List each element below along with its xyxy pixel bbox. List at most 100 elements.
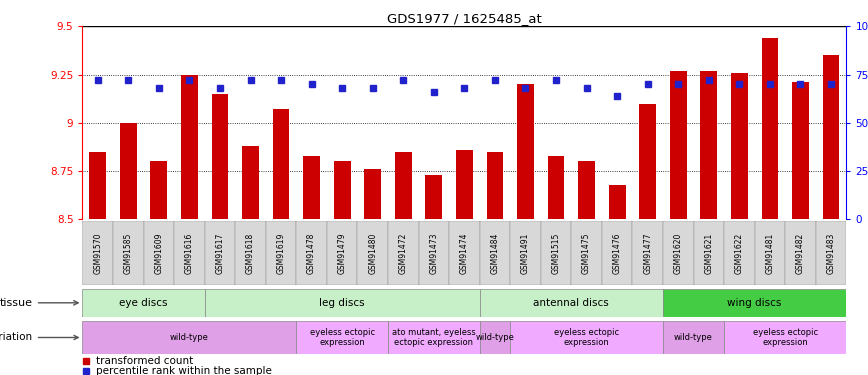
Bar — [388, 221, 418, 285]
Text: GSM91479: GSM91479 — [338, 232, 346, 274]
Bar — [487, 152, 503, 219]
Text: wing discs: wing discs — [727, 298, 782, 308]
Bar — [334, 161, 351, 219]
Text: percentile rank within the sample: percentile rank within the sample — [96, 366, 272, 375]
Bar — [205, 289, 480, 317]
Bar — [242, 146, 259, 219]
Bar — [548, 156, 564, 219]
Bar — [456, 150, 473, 219]
Text: antennal discs: antennal discs — [534, 298, 609, 308]
Bar — [816, 221, 846, 285]
Bar — [480, 289, 663, 317]
Bar — [724, 221, 754, 285]
Text: GSM91491: GSM91491 — [521, 232, 530, 274]
Text: eye discs: eye discs — [119, 298, 168, 308]
Bar — [395, 152, 411, 219]
Text: eyeless ectopic
expression: eyeless ectopic expression — [753, 328, 818, 347]
Text: GSM91617: GSM91617 — [215, 232, 225, 274]
Bar — [640, 104, 656, 219]
Bar — [480, 221, 510, 285]
Bar — [608, 184, 626, 219]
Text: wild-type: wild-type — [674, 333, 713, 342]
Bar — [82, 321, 296, 354]
Bar — [120, 123, 136, 219]
Bar — [480, 321, 510, 354]
Bar — [578, 161, 595, 219]
Bar — [327, 221, 358, 285]
Bar — [792, 82, 809, 219]
Bar — [663, 221, 694, 285]
Bar — [663, 289, 846, 317]
Text: genotype/variation: genotype/variation — [0, 333, 78, 342]
Bar — [510, 321, 663, 354]
Bar — [82, 221, 113, 285]
Text: GSM91483: GSM91483 — [826, 232, 836, 274]
Text: wild-type: wild-type — [170, 333, 209, 342]
Bar — [174, 221, 205, 285]
Bar — [571, 221, 602, 285]
Bar — [761, 38, 779, 219]
Bar — [388, 321, 480, 354]
Text: GSM91515: GSM91515 — [551, 232, 561, 274]
Text: GSM91484: GSM91484 — [490, 232, 499, 274]
Bar — [731, 73, 747, 219]
Bar — [633, 221, 663, 285]
Bar — [670, 70, 687, 219]
Bar — [541, 221, 571, 285]
Bar — [602, 221, 633, 285]
Text: GSM91609: GSM91609 — [155, 232, 163, 274]
Text: ato mutant, eyeless
ectopic expression: ato mutant, eyeless ectopic expression — [392, 328, 476, 347]
Text: GSM91474: GSM91474 — [460, 232, 469, 274]
Text: GSM91570: GSM91570 — [93, 232, 102, 274]
Bar — [823, 55, 839, 219]
Bar — [273, 109, 289, 219]
Text: GSM91481: GSM91481 — [766, 232, 774, 274]
Text: GSM91482: GSM91482 — [796, 232, 805, 274]
Text: GSM91620: GSM91620 — [674, 232, 683, 274]
Bar — [235, 221, 266, 285]
Bar — [358, 221, 388, 285]
Text: GSM91475: GSM91475 — [582, 232, 591, 274]
Bar — [181, 75, 198, 219]
Text: GSM91616: GSM91616 — [185, 232, 194, 274]
Text: GSM91472: GSM91472 — [398, 232, 408, 274]
Text: GSM91585: GSM91585 — [124, 232, 133, 274]
Text: GSM91478: GSM91478 — [307, 232, 316, 274]
Bar — [296, 321, 388, 354]
Text: GSM91621: GSM91621 — [704, 232, 713, 274]
Text: eyeless ectopic
expression: eyeless ectopic expression — [554, 328, 619, 347]
Bar — [724, 321, 846, 354]
Text: wild-type: wild-type — [476, 333, 515, 342]
Text: leg discs: leg discs — [319, 298, 365, 308]
Text: GSM91618: GSM91618 — [246, 232, 255, 274]
Bar — [82, 289, 205, 317]
Bar — [418, 221, 449, 285]
Bar — [694, 221, 724, 285]
Text: GSM91477: GSM91477 — [643, 232, 652, 274]
Text: GSM91622: GSM91622 — [735, 232, 744, 274]
Bar — [89, 152, 106, 219]
Bar — [786, 221, 816, 285]
Bar — [113, 221, 143, 285]
Bar — [700, 70, 717, 219]
Bar — [517, 84, 534, 219]
Bar — [365, 169, 381, 219]
Bar — [212, 94, 228, 219]
Bar — [510, 221, 541, 285]
Bar — [754, 221, 786, 285]
Bar — [303, 156, 320, 219]
Text: transformed count: transformed count — [96, 356, 194, 366]
Bar — [143, 221, 174, 285]
Bar — [266, 221, 296, 285]
Text: GSM91476: GSM91476 — [613, 232, 621, 274]
Title: GDS1977 / 1625485_at: GDS1977 / 1625485_at — [387, 12, 542, 25]
Bar — [150, 161, 168, 219]
Bar — [449, 221, 480, 285]
Text: GSM91619: GSM91619 — [277, 232, 286, 274]
Text: tissue: tissue — [0, 298, 78, 308]
Text: GSM91480: GSM91480 — [368, 232, 378, 274]
Bar — [205, 221, 235, 285]
Bar — [296, 221, 327, 285]
Text: eyeless ectopic
expression: eyeless ectopic expression — [310, 328, 375, 347]
Bar — [425, 175, 442, 219]
